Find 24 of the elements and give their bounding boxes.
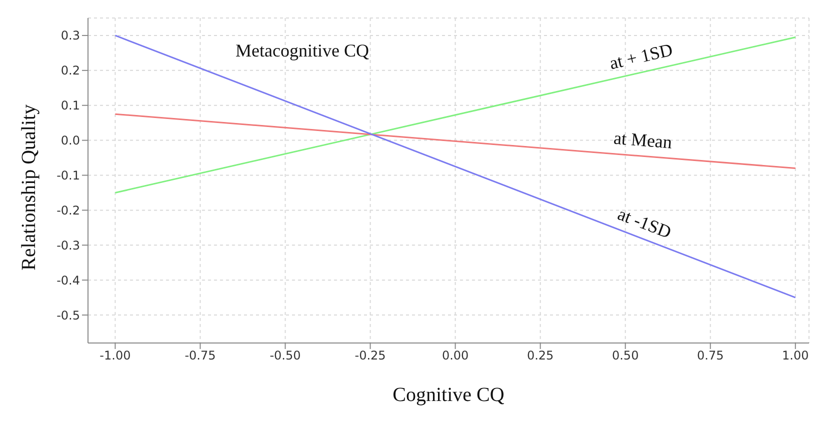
x-tick-label: 0.00 [442, 348, 469, 363]
y-tick-label: 0.1 [60, 98, 80, 113]
series-label: at Mean [612, 128, 673, 152]
y-tick-label: -0.5 [56, 308, 80, 322]
annotation: Metacognitive CQ [236, 40, 369, 60]
x-tick-label: 0.25 [526, 348, 554, 363]
y-tick-label: -0.1 [56, 168, 80, 183]
x-tick-label: -1.00 [100, 348, 131, 363]
y-axis-title: Relationship Quality [18, 104, 40, 270]
y-tick-label: 0.3 [60, 28, 80, 43]
x-tick-label: -0.75 [184, 348, 216, 363]
x-tick-label: -0.50 [270, 348, 301, 363]
y-tick-label: -0.3 [56, 238, 80, 252]
y-tick-label: 0.0 [60, 134, 80, 148]
y-tick-label: 0.2 [60, 64, 80, 78]
x-tick-label: 0.50 [612, 348, 639, 363]
x-axis-title: Cognitive CQ [392, 384, 505, 406]
text: at + 1SD [608, 39, 675, 74]
x-tick-label: 1.00 [782, 348, 809, 363]
x-tick-label: 0.75 [697, 348, 724, 363]
text: at -1SD [615, 204, 674, 242]
x-tick-label: -0.25 [354, 348, 386, 363]
y-tick-label: -0.4 [56, 273, 80, 288]
y-tick-label: -0.2 [56, 203, 80, 218]
